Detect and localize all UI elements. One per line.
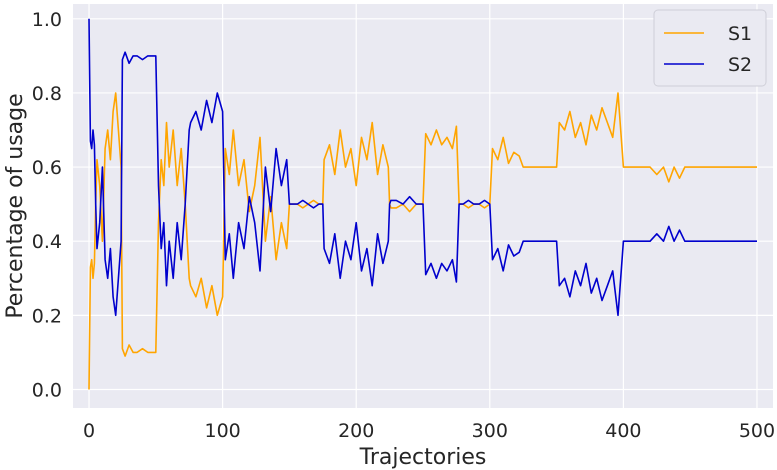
legend: S1 S2: [653, 9, 767, 87]
x-tick-label: 500: [739, 420, 775, 442]
legend-label-s1: S1: [728, 23, 752, 45]
legend-box: [653, 9, 767, 87]
x-tick-label: 300: [472, 420, 508, 442]
x-tick-label: 0: [83, 420, 95, 442]
x-axis-label: Trajectories: [359, 445, 487, 470]
x-tick-label: 100: [204, 420, 240, 442]
series-line-s2: [88, 18, 757, 317]
series-lines: [88, 18, 757, 390]
y-tick-label: 0.4: [32, 231, 62, 253]
y-tick-label: 0.6: [32, 157, 62, 179]
y-tick-label: 0.0: [32, 379, 62, 401]
y-axis-label: Percentage of usage: [3, 93, 28, 318]
grid-lines: [73, 4, 773, 408]
y-tick-label: 1.0: [32, 9, 62, 31]
y-tick-labels: 0.0 0.2 0.4 0.6 0.8 1.0: [32, 9, 62, 402]
x-tick-labels: 0 100 200 300 400 500: [83, 420, 775, 442]
x-tick-label: 200: [338, 420, 374, 442]
x-tick-label: 400: [605, 420, 641, 442]
legend-label-s2: S2: [728, 54, 752, 76]
series-line-s1: [88, 92, 757, 390]
y-tick-label: 0.2: [32, 305, 62, 327]
y-tick-label: 0.8: [32, 83, 62, 105]
